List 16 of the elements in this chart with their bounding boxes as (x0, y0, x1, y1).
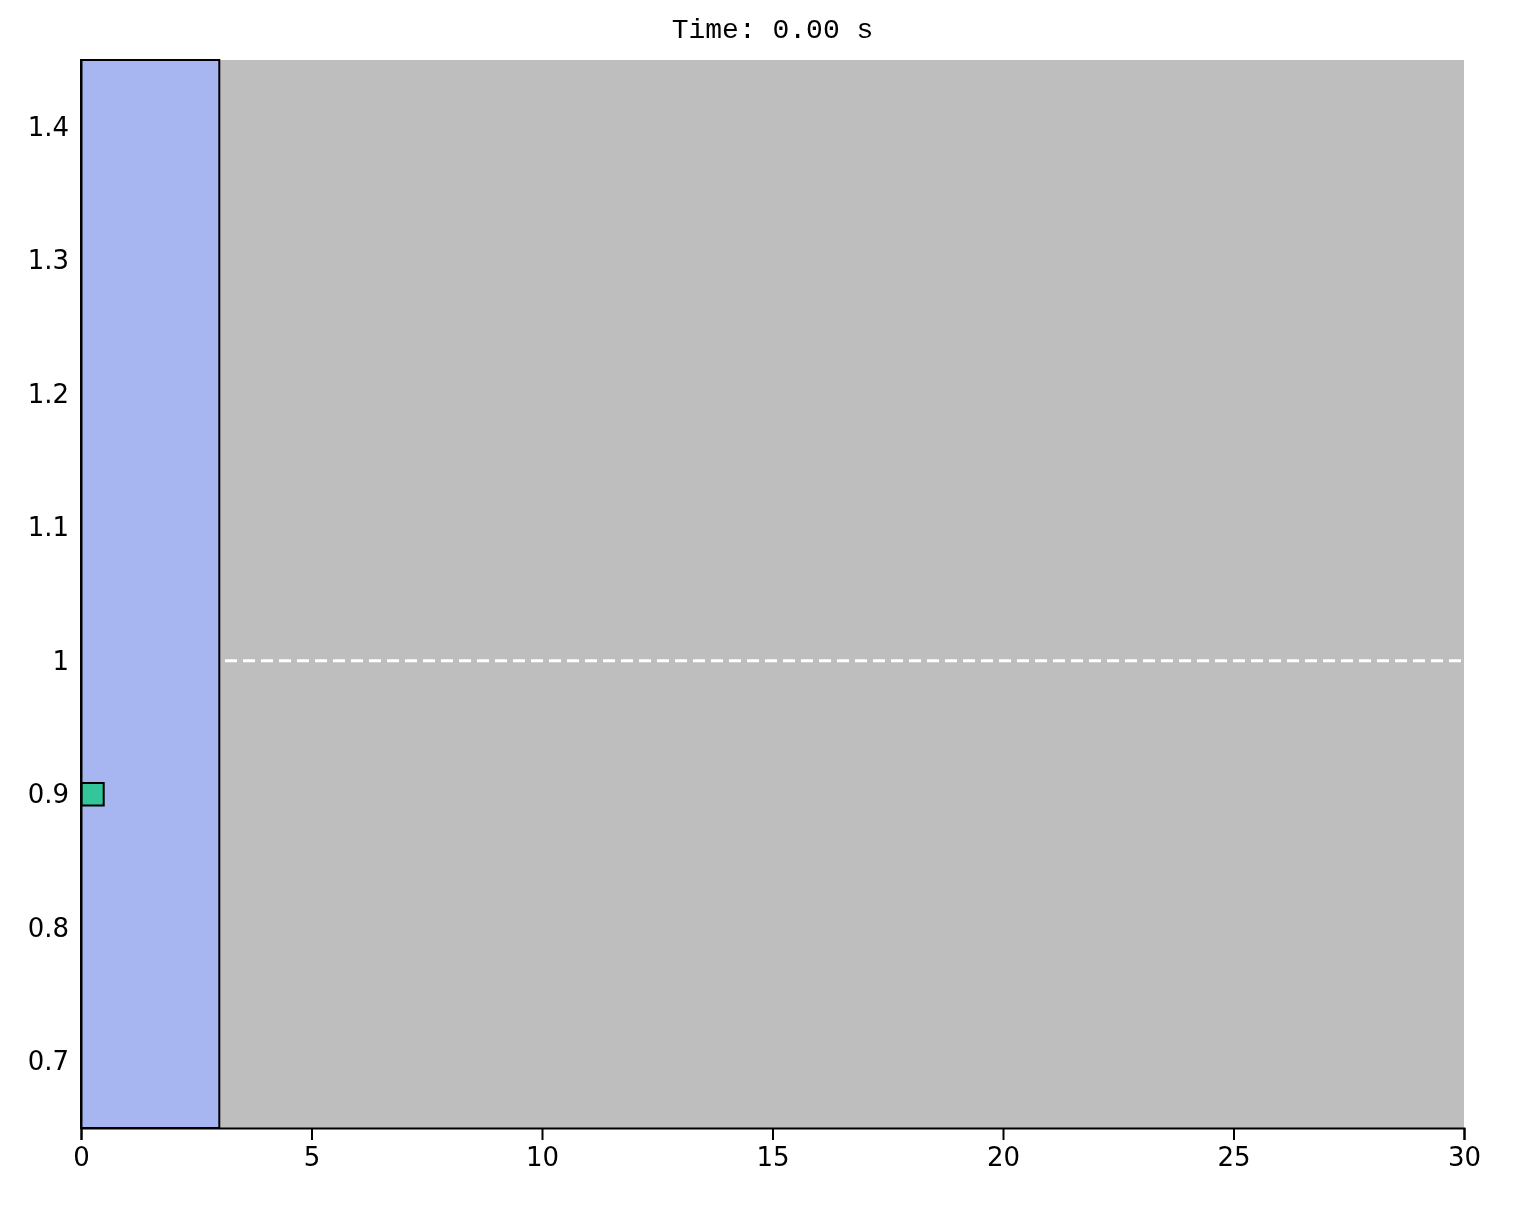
x-tick-label: 5 (303, 1142, 321, 1173)
y-tick-label: 0.7 (27, 1046, 69, 1077)
x-tick-label: 10 (525, 1142, 560, 1173)
y-tick-label: 1.3 (27, 245, 69, 276)
y-tick-label: 1.2 (27, 378, 69, 409)
y-tick-label: 1.1 (27, 512, 69, 543)
y-tick-label: 0.8 (27, 912, 69, 943)
x-tick-label: 20 (986, 1142, 1021, 1173)
y-tick-label: 0.9 (27, 779, 69, 810)
chart-title: Time: 0.00 s (671, 15, 874, 46)
x-tick-label: 15 (756, 1142, 790, 1173)
x-tick-label: 25 (1217, 1142, 1251, 1173)
x-tick-label: 30 (1447, 1142, 1482, 1173)
y-tick-label: 1.4 (27, 111, 69, 142)
y-tick-label: 1 (52, 645, 69, 676)
x-tick-label: 0 (73, 1142, 90, 1173)
